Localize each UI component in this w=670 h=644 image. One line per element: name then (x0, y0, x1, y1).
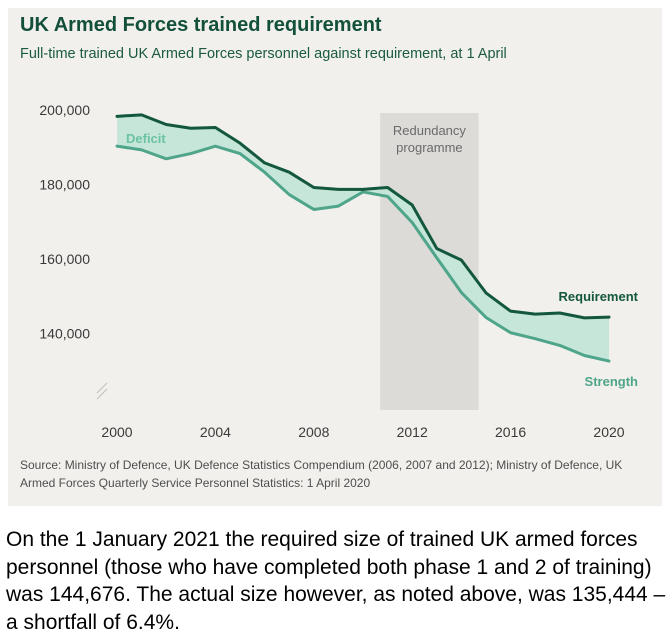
requirement-line (115, 113, 611, 320)
y-tick-label: 200,000 (39, 102, 90, 118)
x-tick-label: 2016 (495, 424, 526, 440)
x-tick-label: 2012 (397, 424, 428, 440)
requirement-label: Requirement (559, 289, 639, 304)
strength-label: Strength (585, 374, 639, 389)
deficit-area (117, 114, 609, 362)
source-note: Source: Ministry of Defence, UK Defence … (20, 458, 623, 490)
chart-subtitle: Full-time trained UK Armed Forces person… (20, 46, 507, 62)
axis-break-mark (96, 388, 108, 400)
x-tick-label: 2008 (298, 424, 329, 440)
y-tick-label: 180,000 (39, 177, 90, 193)
x-tick-label: 2000 (101, 424, 132, 440)
axis-break-mark (96, 382, 108, 394)
caption-text: On the 1 January 2021 the required size … (6, 528, 666, 634)
chart-title: UK Armed Forces trained requirement (20, 14, 382, 36)
chart-panel (8, 8, 662, 506)
band-label: programme (396, 140, 462, 155)
x-tick-label: 2004 (200, 424, 231, 440)
x-tick-label: 2020 (593, 424, 624, 440)
band-label: Redundancy (393, 123, 466, 138)
y-tick-label: 140,000 (39, 326, 90, 342)
deficit-label: Deficit (126, 131, 166, 146)
y-tick-label: 160,000 (39, 251, 90, 267)
strength-line (115, 144, 611, 363)
